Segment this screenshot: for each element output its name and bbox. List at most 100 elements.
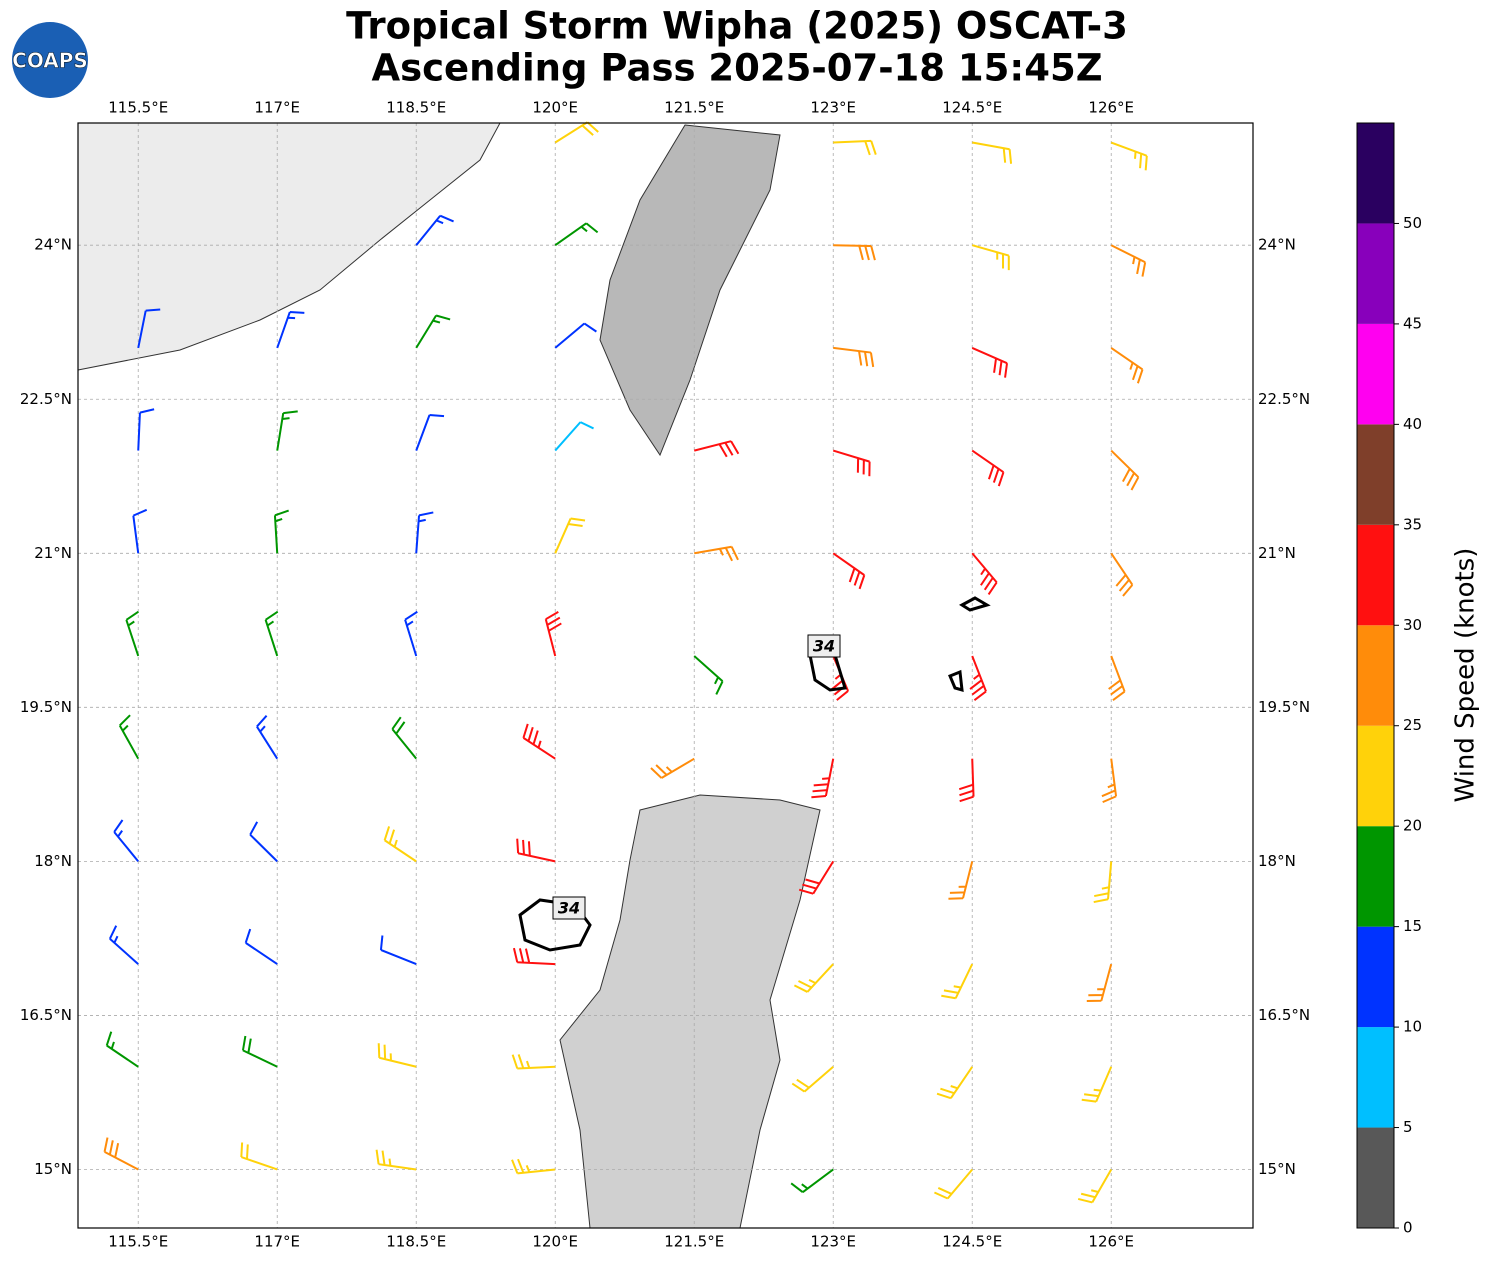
wind-barb (693, 655, 724, 695)
lon-tick-label: 117°E (254, 99, 300, 117)
wind-barb (1081, 1066, 1113, 1103)
wind-barb (790, 1168, 834, 1193)
wind-barb (377, 1043, 417, 1068)
contour-label: 34 (813, 637, 835, 656)
lat-tick-label: 21°N (1258, 544, 1296, 562)
wind-barb (693, 440, 740, 458)
wind-barb (694, 545, 739, 562)
lat-tick-label: 22.5°N (20, 390, 72, 408)
colorbar-tick-label: 20 (1403, 817, 1422, 835)
wind-barb (941, 963, 974, 1000)
wind-barb (832, 552, 866, 590)
wind-barb (554, 421, 594, 452)
wind-barb (791, 1066, 834, 1093)
lon-tick-label: 126°E (1088, 99, 1134, 117)
colorbar-tick-label: 35 (1403, 515, 1422, 533)
wind-barb (276, 311, 305, 349)
lon-tick-label: 115.5°E (108, 99, 168, 117)
wind-barb (383, 826, 417, 863)
lat-tick-label: 18°N (1258, 852, 1296, 870)
wind-barb (113, 819, 140, 863)
colorbar-segment (1357, 826, 1394, 927)
colorbar-tick-label: 0 (1403, 1219, 1413, 1237)
wind-barb (103, 1137, 139, 1171)
wind-barb (554, 322, 597, 349)
wind-barb (137, 308, 161, 349)
wind-barb (1086, 963, 1113, 1002)
wind-barb (132, 508, 148, 554)
wind-barb (415, 214, 454, 246)
lat-tick-label: 16.5°N (20, 1006, 72, 1024)
contour-34 (948, 669, 964, 693)
wind-barb (650, 757, 695, 779)
wind-barb (793, 963, 834, 993)
wind-barb (936, 1066, 974, 1100)
wind-barb (379, 935, 417, 966)
lat-tick-label: 15°N (1258, 1160, 1296, 1178)
lon-tick-label: 123°E (810, 1233, 856, 1251)
wind-barb (240, 1142, 278, 1171)
lon-tick-label: 115.5°E (108, 1233, 168, 1251)
map-frame (77, 122, 1254, 1229)
lon-tick-label: 121.5°E (664, 99, 724, 117)
colorbar-segment (1357, 524, 1394, 626)
colorbar: 0 5 10 15 20 25 30 35 40 45 50 (1356, 122, 1422, 1237)
wind-barb (241, 1035, 278, 1068)
lat-tick-label: 22.5°N (1258, 390, 1310, 408)
lat-tick-label: 19.5°N (20, 698, 72, 716)
title: Tropical Storm Wipha (2025) OSCAT-3 (346, 5, 1128, 48)
lon-tick-label: 118.5°E (386, 1233, 446, 1251)
wind-barb (544, 610, 562, 657)
title: Ascending Pass 2025-07-18 15:45Z (371, 47, 1102, 90)
contour-34 (959, 596, 991, 612)
wind-barb (1108, 655, 1126, 702)
colorbar-tick-label: 30 (1403, 616, 1422, 634)
wind-barb (811, 758, 835, 799)
lon-tick-label: 121.5°E (664, 1233, 724, 1251)
luzon (559, 794, 821, 1229)
lon-tick-label: 120°E (532, 1233, 578, 1251)
wind-barb (264, 610, 279, 657)
wind-barb (948, 861, 974, 900)
colorbar-tick-label: 15 (1403, 917, 1422, 935)
wind-barb (833, 346, 875, 368)
lat-tick-label: 19.5°N (1258, 698, 1310, 716)
wind-barb (256, 715, 279, 760)
contour-label: 34 (558, 899, 580, 918)
wind-barb (833, 244, 876, 261)
wind-barb (972, 141, 1013, 164)
contour-34 (518, 898, 592, 952)
wind-barbs (103, 121, 1148, 1204)
wind-barb (404, 610, 418, 657)
colorbar-frame (1356, 122, 1395, 1229)
contours (518, 596, 991, 952)
colorbar-segment (1357, 725, 1394, 827)
wind-barb (958, 758, 975, 803)
china-coast (77, 122, 501, 371)
colorbar-segment (1357, 625, 1394, 726)
wind-barb (522, 723, 556, 760)
wind-barb (118, 714, 140, 760)
lat-tick-label: 24°N (34, 236, 72, 254)
wind-barb (415, 314, 451, 349)
contour-label-box (807, 634, 841, 658)
wind-barb (415, 413, 445, 451)
wind-barb (1110, 449, 1140, 491)
wind-barb (1110, 244, 1147, 277)
wind-barb (415, 511, 434, 554)
wind-barb (273, 509, 290, 554)
colorbar-tick-label: 50 (1403, 214, 1422, 232)
wind-barb (969, 655, 987, 702)
wind-barb (971, 449, 1005, 487)
logo-globe (12, 22, 88, 98)
wind-barb (1101, 758, 1118, 804)
wind-barb (391, 716, 418, 760)
lat-tick-label: 24°N (1258, 236, 1296, 254)
lat-tick-label: 18°N (34, 852, 72, 870)
wind-barb (1077, 1168, 1113, 1204)
wind-barb (249, 821, 278, 863)
lat-tick-label: 21°N (34, 544, 72, 562)
logo-text: COAPS (12, 49, 88, 73)
wind-barb (1110, 552, 1134, 597)
